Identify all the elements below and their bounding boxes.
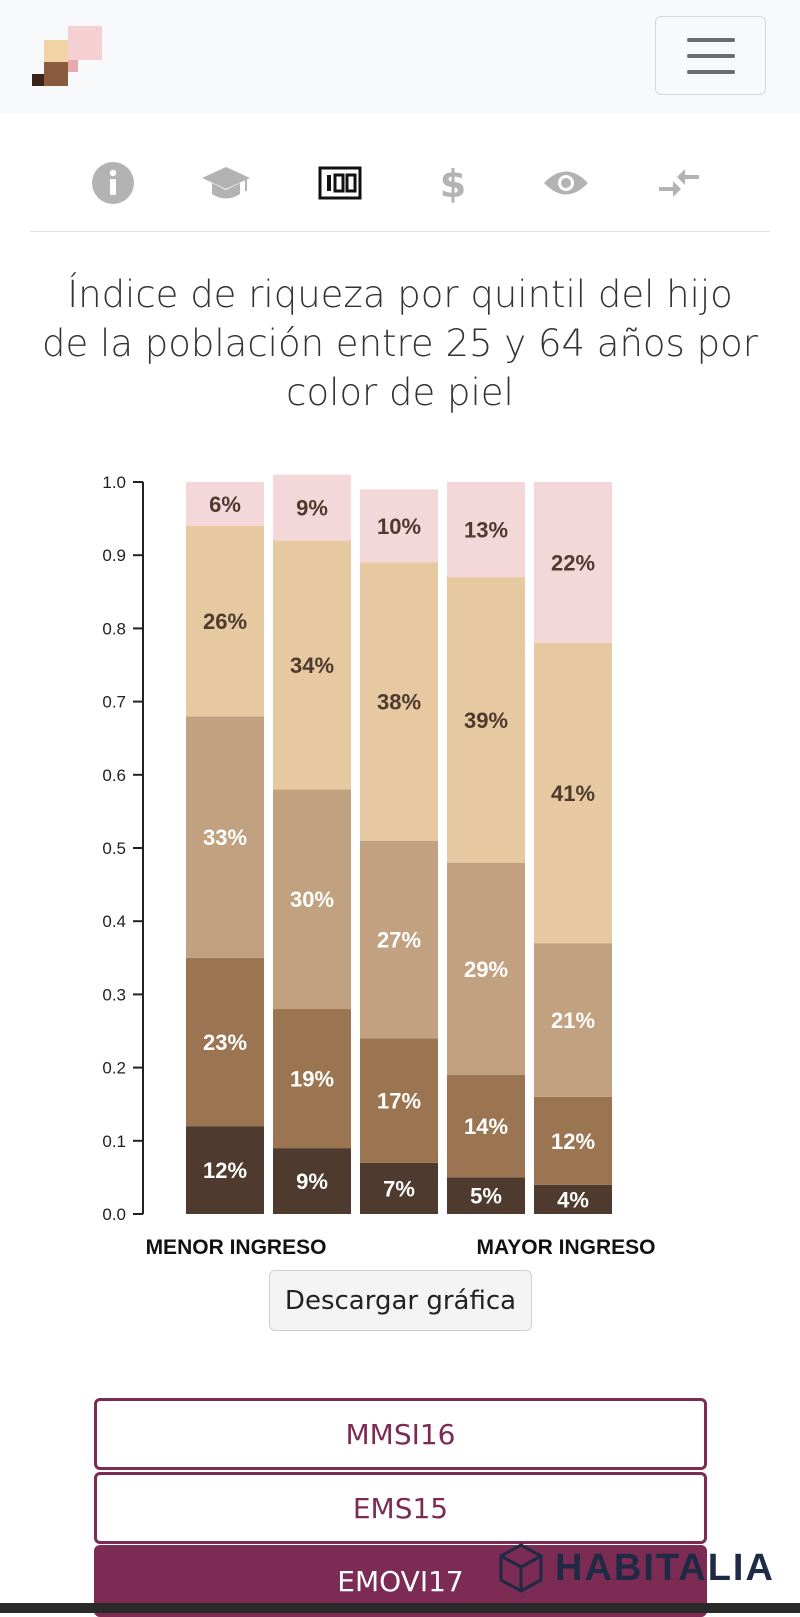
- bar-data-label: 23%: [203, 1030, 247, 1055]
- bar-segment: [186, 525, 264, 717]
- bar-data-label: 38%: [377, 690, 421, 715]
- bar-data-label: 22%: [551, 551, 595, 576]
- y-tick-label: 0.3: [102, 985, 126, 1004]
- bar-segment: [186, 482, 264, 526]
- bar-data-label: 4%: [557, 1187, 589, 1212]
- bar-segment: [273, 540, 351, 790]
- stacked-bar-chart: 0.0 0.1 0.2 0.3 0.4 0.5 0.6 0.7 0.8 0.9 1.0 12% 23% 3…: [102, 473, 656, 1259]
- tab-wealth-index[interactable]: [305, 148, 375, 218]
- section-tabs: $: [30, 114, 770, 232]
- tab-income[interactable]: $: [418, 148, 488, 218]
- bar-segment: [534, 482, 612, 644]
- svg-text:$: $: [440, 162, 466, 205]
- y-tick-label: 0.2: [102, 1059, 126, 1078]
- bar-segment: [273, 1009, 351, 1149]
- bar-data-label: 9%: [296, 496, 328, 521]
- y-tick-label: 0.8: [102, 619, 126, 638]
- bar-data-label: 6%: [209, 492, 241, 517]
- bar-segment: [186, 957, 264, 1127]
- bar-data-label: 9%: [296, 1169, 328, 1194]
- bar-data-label: 33%: [203, 825, 247, 850]
- survey-button-mmsi16[interactable]: MMSI16: [94, 1398, 707, 1470]
- bar-data-label: 12%: [203, 1158, 247, 1183]
- dollar-icon: $: [440, 162, 466, 205]
- y-tick-label: 0.4: [102, 912, 126, 931]
- bar-segment: [273, 1148, 351, 1214]
- bar-data-label: 21%: [551, 1008, 595, 1033]
- bar-segment: [360, 1162, 438, 1214]
- bar-segment: [273, 789, 351, 1010]
- menu-toggle-button[interactable]: [655, 16, 766, 95]
- y-tick-label: 0.0: [102, 1205, 126, 1224]
- page-title: Índice de riqueza por quintil del hijo d…: [42, 273, 758, 414]
- eye-icon: [544, 171, 588, 195]
- hamburger-icon-line: [687, 70, 735, 74]
- bar-segment: [447, 862, 525, 1075]
- bar-segment: [534, 643, 612, 944]
- bar-data-label: 13%: [464, 518, 508, 543]
- y-tick-label: 0.1: [102, 1132, 126, 1151]
- watermark-text: HABITALIA: [555, 1546, 775, 1589]
- y-tick-label: 0.7: [102, 693, 126, 712]
- bar-segment: [360, 840, 438, 1039]
- bar-segment: [447, 577, 525, 863]
- bar-segment: [186, 716, 264, 958]
- y-tick-label: 0.9: [102, 546, 126, 565]
- download-chart-button[interactable]: Descargar gráfica: [269, 1270, 532, 1331]
- y-tick-label: 0.6: [102, 766, 126, 785]
- hundred-points-icon: [318, 166, 362, 200]
- bar-data-label: 7%: [383, 1176, 415, 1201]
- tab-info[interactable]: [78, 148, 148, 218]
- brand-logo[interactable]: [32, 26, 107, 88]
- bar-data-label: 14%: [464, 1114, 508, 1139]
- system-bottom-bar: [0, 1603, 800, 1613]
- graduation-cap-icon: [202, 167, 250, 199]
- y-tick-label: 1.0: [102, 473, 126, 492]
- bar-segment: [186, 1126, 264, 1214]
- top-navbar: [0, 0, 800, 114]
- bar-segment: [534, 1096, 612, 1185]
- hamburger-icon: [687, 38, 735, 42]
- bar-data-label: 39%: [464, 708, 508, 733]
- x-label-right: MAYOR INGRESO: [477, 1236, 656, 1259]
- bar-segment: [447, 1074, 525, 1178]
- bar-data-label: 5%: [470, 1184, 502, 1209]
- bar-data-label: 19%: [290, 1067, 334, 1092]
- bar-data-label: 17%: [377, 1089, 421, 1114]
- habitalia-watermark: HABITALIA: [497, 1538, 775, 1598]
- bar-data-label: 26%: [203, 609, 247, 634]
- tab-compare[interactable]: [644, 148, 714, 218]
- bar-data-label: 27%: [377, 928, 421, 953]
- bar-data-label: 12%: [551, 1129, 595, 1154]
- bar-segment: [447, 482, 525, 578]
- survey-button-ems15[interactable]: EMS15: [94, 1472, 707, 1544]
- bar-segment: [360, 1038, 438, 1163]
- bar-segment: [360, 562, 438, 841]
- bar-data-label: 34%: [290, 653, 334, 678]
- bar-data-label: 10%: [377, 514, 421, 539]
- bar-segment: [273, 474, 351, 541]
- y-tick-label: 0.5: [102, 839, 126, 858]
- compress-arrows-icon: [659, 169, 699, 197]
- bar-segment: [534, 943, 612, 1097]
- bar-data-label: 29%: [464, 957, 508, 982]
- section-divider: [30, 231, 770, 232]
- bar-segment: [447, 1177, 525, 1214]
- bar-data-label: 41%: [551, 781, 595, 806]
- habitalia-cube-icon: [499, 1543, 543, 1593]
- bar-segment: [534, 1184, 612, 1214]
- x-label-left: MENOR INGRESO: [146, 1236, 327, 1259]
- bar-segment: [360, 489, 438, 563]
- info-icon: [92, 162, 134, 204]
- hamburger-icon-line: [687, 54, 735, 58]
- tab-perception[interactable]: [531, 148, 601, 218]
- tab-education[interactable]: [191, 148, 261, 218]
- bar-data-label: 30%: [290, 887, 334, 912]
